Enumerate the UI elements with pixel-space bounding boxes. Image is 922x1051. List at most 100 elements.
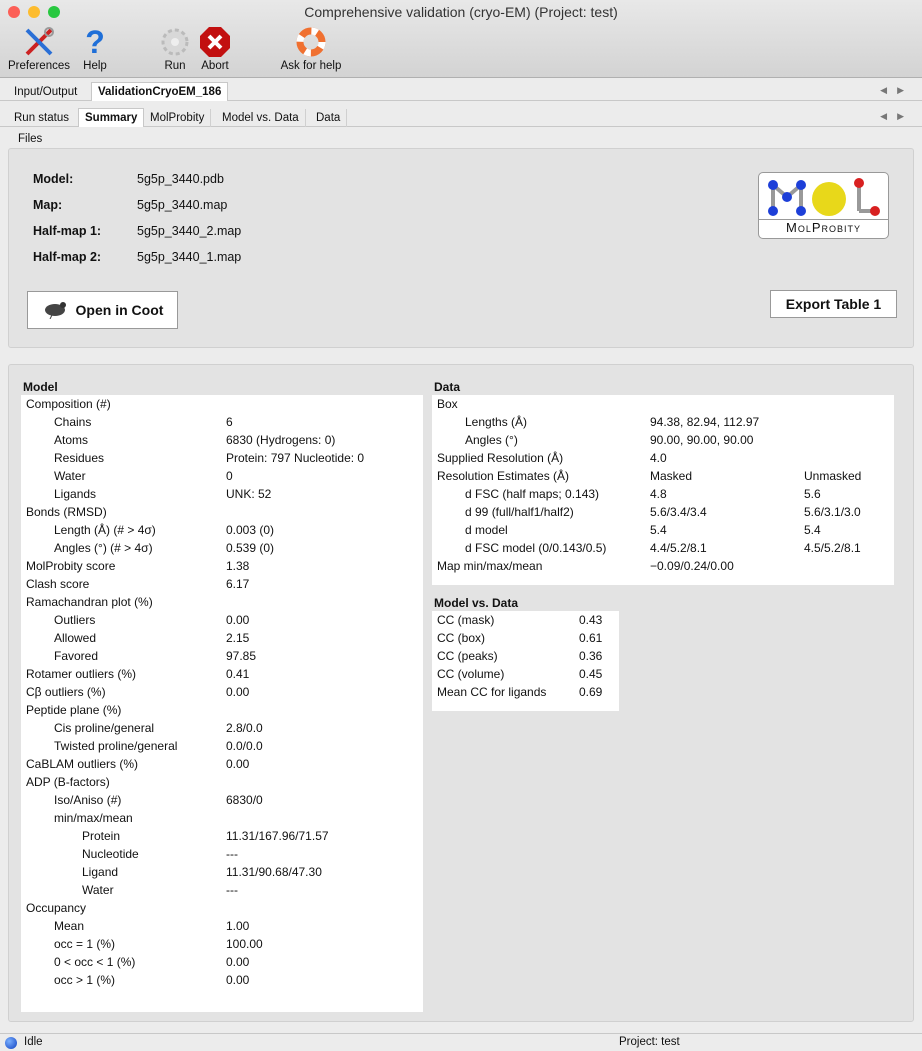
row-value: 11.31/90.68/47.30 (226, 865, 322, 879)
help-label: Help (83, 60, 107, 72)
model-file-label: Model: (33, 172, 74, 186)
row-label: CC (volume) (437, 667, 505, 681)
row-value: 0 (226, 469, 233, 483)
window-title: Comprehensive validation (cryo-EM) (Proj… (304, 4, 618, 20)
row-value: 0.61 (579, 631, 603, 645)
table-row: Mean 1.00 (21, 917, 423, 935)
model-table: Composition (#) Chains 6 Atoms 6830 (Hydroge… (21, 395, 423, 1012)
run-button[interactable]: Run (158, 26, 192, 72)
row-label: Residues (54, 451, 105, 465)
row-label: Box (437, 397, 458, 411)
row-value: 97.85 (226, 649, 257, 663)
table-row: d 99 (full/half1/half2) 5.6/3.4/3.4 5.6/3.… (432, 503, 894, 521)
row-value: 4.4/5.2/8.1 (650, 541, 707, 555)
table-row: d model 5.4 5.4 (432, 521, 894, 539)
row-label: Outliers (54, 613, 96, 627)
row-label: Ramachandran plot (%) (26, 595, 153, 609)
export-table-button[interactable]: Export Table 1 (770, 290, 897, 318)
table-row: Cβ outliers (%) 0.00 (21, 683, 423, 701)
title-bar: Comprehensive validation (cryo-EM) (Proj… (0, 0, 922, 78)
tab-scroll-arrows[interactable]: ◀▶ (880, 85, 914, 95)
row-label: Mean CC for ligands (437, 685, 547, 699)
table-row: Outliers 0.00 (21, 611, 423, 629)
map-file-label: Map: (33, 198, 63, 212)
table-row: Residues Protein: 797 Nucleotide: 0 (21, 449, 423, 467)
table-row: occ = 1 (%) 100.00 (21, 935, 423, 953)
row-value: 4.5/5.2/8.1 (804, 541, 861, 555)
close-window-button[interactable] (8, 6, 20, 18)
row-label: MolProbity score (26, 559, 116, 573)
row-value: 0.41 (226, 667, 250, 681)
row-label: CC (box) (437, 631, 486, 645)
status-indicator-icon (5, 1037, 17, 1049)
row-label: ADP (B-factors) (26, 775, 110, 789)
table-row: CC (volume) 0.45 (432, 665, 619, 683)
row-label: Peptide plane (%) (26, 703, 122, 717)
table-row: Iso/Aniso (#) 6830/0 (21, 791, 423, 809)
help-button[interactable]: ? Help (78, 24, 112, 73)
model-vs-data-table: CC (mask) 0.43 CC (box) 0.61 CC (peaks) 0.36 C… (432, 611, 619, 711)
summary-panel: Model Composition (#) Chains 6 Atoms 6830 (H… (8, 364, 914, 1022)
row-label: 0 < occ < 1 (%) (54, 955, 136, 969)
preferences-button[interactable]: Preferences (6, 26, 72, 72)
table-row: Rotamer outliers (%) 0.41 (21, 665, 423, 683)
row-label: Map min/max/mean (437, 559, 543, 573)
table-row: Cis proline/general 2.8/0.0 (21, 719, 423, 737)
table-row: CC (mask) 0.43 (432, 611, 619, 629)
molprobity-logo: MolProbity (758, 172, 889, 239)
tab-input-output[interactable]: Input/Output (14, 86, 78, 98)
row-label: Supplied Resolution (Å) (437, 451, 564, 465)
row-label: Resolution Estimates (Å) (437, 469, 570, 483)
row-label: d model (465, 523, 508, 537)
table-row: Resolution Estimates (Å) Masked Unmasked (432, 467, 894, 485)
row-label: Rotamer outliers (%) (26, 667, 137, 681)
row-value: 5.6 (804, 487, 821, 501)
open-in-coot-label: Open in Coot (75, 302, 164, 318)
table-row: MolProbity score 1.38 (21, 557, 423, 575)
table-row: CaBLAM outliers (%) 0.00 (21, 755, 423, 773)
table-row: Bonds (RMSD) (21, 503, 423, 521)
coot-bird-icon (42, 299, 68, 322)
row-value: 1.00 (226, 919, 250, 933)
row-label: min/max/mean (54, 811, 133, 825)
row-value: 0.36 (579, 649, 603, 663)
row-label: Protein (82, 829, 121, 843)
tab-validation-cryoem[interactable]: ValidationCryoEM_186 (91, 82, 229, 101)
tab-data[interactable]: Data (310, 109, 348, 127)
table-row: Ramachandran plot (%) (21, 593, 423, 611)
tab-molprobity[interactable]: MolProbity (144, 109, 212, 127)
row-label: Cβ outliers (%) (26, 685, 106, 699)
open-in-coot-button[interactable]: Open in Coot (27, 291, 178, 329)
row-value: 90.00, 90.00, 90.00 (650, 433, 754, 447)
row-value: 5.6/3.1/3.0 (804, 505, 861, 519)
tab-summary[interactable]: Summary (78, 108, 145, 127)
row-label: Ligand (82, 865, 119, 879)
row-value: Masked (650, 469, 693, 483)
abort-button[interactable]: Abort (197, 26, 233, 72)
row-label: Nucleotide (82, 847, 139, 861)
tab-run-status[interactable]: Run status (14, 112, 69, 124)
ask-for-help-button[interactable]: Ask for help (276, 26, 346, 72)
table-row: d FSC model (0/0.143/0.5) 4.4/5.2/8.1 4.5/… (432, 539, 894, 557)
tab-model-vs-data[interactable]: Model vs. Data (216, 109, 306, 127)
table-row: Peptide plane (%) (21, 701, 423, 719)
table-row: Ligand 11.31/90.68/47.30 (21, 863, 423, 881)
row-value: 6 (226, 415, 233, 429)
table-row: Allowed 2.15 (21, 629, 423, 647)
table-row: Supplied Resolution (Å) 4.0 (432, 449, 894, 467)
map-file-value: 5g5p_3440.map (137, 198, 228, 212)
minimize-window-button[interactable] (28, 6, 40, 18)
row-value: 0.00 (226, 685, 250, 699)
table-row: Atoms 6830 (Hydrogens: 0) (21, 431, 423, 449)
zoom-window-button[interactable] (48, 6, 60, 18)
outer-tab-bar: Input/Output ValidationCryoEM_186 ◀▶ (0, 82, 922, 101)
table-row: Water --- (21, 881, 423, 899)
row-value: 0.00 (226, 973, 250, 987)
row-value: 0.43 (579, 613, 603, 627)
tab-scroll-arrows[interactable]: ◀▶ (880, 111, 914, 121)
table-row: Twisted proline/general 0.0/0.0 (21, 737, 423, 755)
half-map-2-label: Half-map 2: (33, 250, 102, 264)
table-row: CC (box) 0.61 (432, 629, 619, 647)
row-value: 94.38, 82.94, 112.97 (650, 415, 760, 429)
row-value: 6830 (Hydrogens: 0) (226, 433, 336, 447)
